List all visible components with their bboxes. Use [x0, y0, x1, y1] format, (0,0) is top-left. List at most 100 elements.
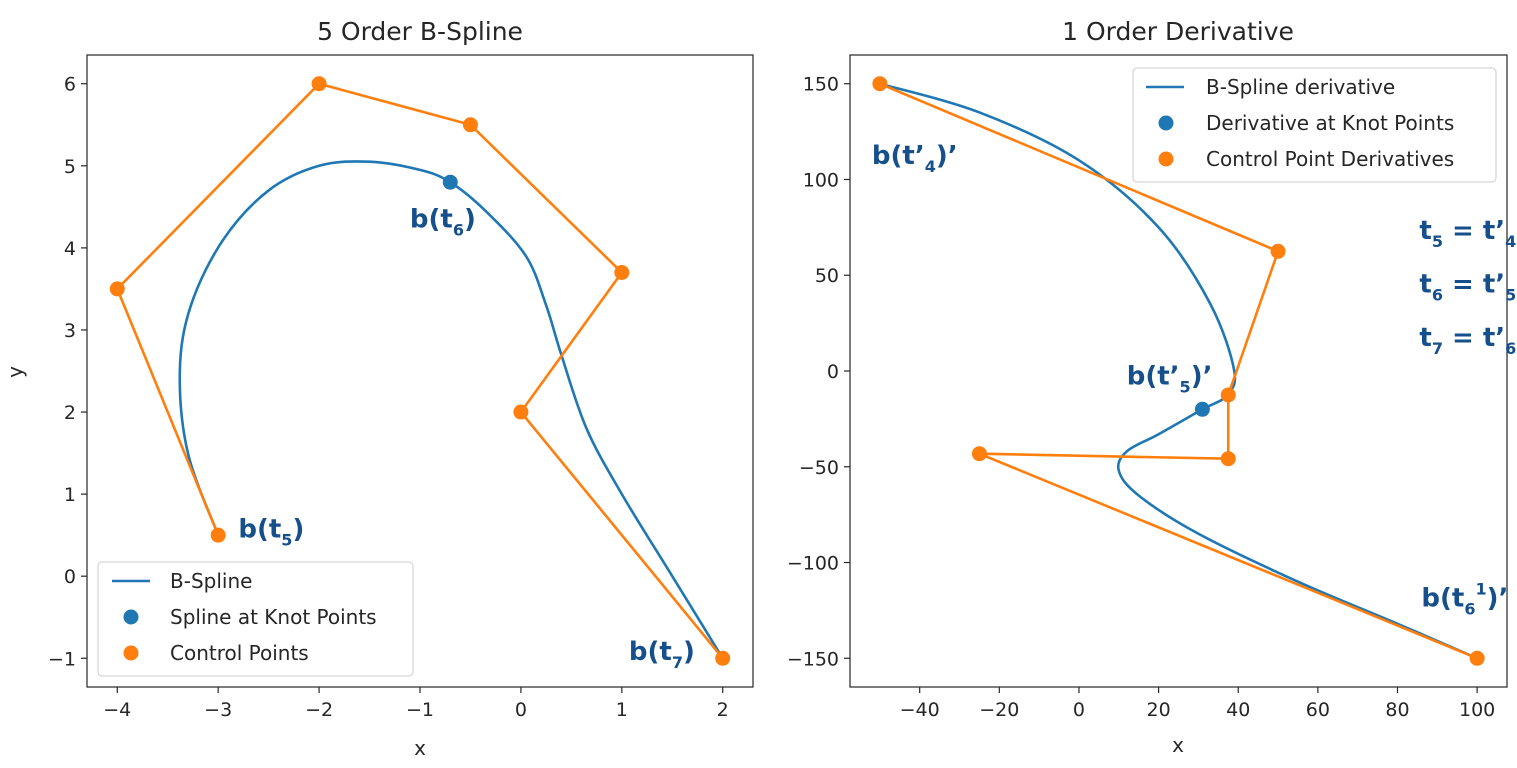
- annotation-base: b(t: [1421, 584, 1464, 614]
- legend-label: B-Spline derivative: [1206, 75, 1395, 99]
- equality-middle: = t’: [1443, 216, 1505, 246]
- equality-right-subscript: 5: [1505, 285, 1516, 304]
- x-tick-label: −4: [103, 699, 131, 721]
- legend-label: B-Spline: [170, 569, 252, 593]
- x-tick-label: −2: [305, 699, 333, 721]
- y-tick-label: 150: [803, 74, 839, 96]
- x-tick-label: 0: [1073, 699, 1085, 721]
- legend-label: Spline at Knot Points: [170, 605, 377, 629]
- x-tick-label: 0: [515, 699, 527, 721]
- x-tick-label: 40: [1226, 699, 1250, 721]
- legend-box: [97, 561, 414, 677]
- equality-left-subscript: 7: [1432, 339, 1443, 358]
- equality-left: t: [1419, 269, 1431, 299]
- legend-swatch-dot: [123, 645, 139, 661]
- annotation-subscript: 7: [672, 653, 683, 672]
- legend-swatch-dot: [1158, 151, 1174, 167]
- y-tick-label: 2: [64, 402, 76, 424]
- control-point-marker: [513, 404, 529, 420]
- control-polygon-line: [879, 82, 1478, 660]
- annotation-tail: )’: [1487, 584, 1509, 614]
- point-annotation: b(t’4)’: [872, 141, 958, 176]
- control-point-marker: [971, 446, 987, 462]
- derivative-chart: 1 Order Derivative −40 −20 0 20 40 60 80 100−15…: [787, 17, 1517, 757]
- knot-equality-note: t6 = t’5: [1419, 269, 1516, 304]
- control-point-marker: [1270, 243, 1286, 259]
- knot-equality-note: t7 = t’6: [1419, 323, 1516, 358]
- legend: B-Spline derivative Derivative at Knot P…: [1132, 67, 1497, 183]
- x-axis-label: x: [414, 736, 426, 760]
- annotation-tail: ): [464, 204, 476, 234]
- annotation-base: b(t’: [1127, 361, 1180, 391]
- bspline-curve-line: [879, 82, 1478, 660]
- point-annotation: b(t61)’: [1421, 580, 1508, 619]
- point-annotation: b(t7): [629, 637, 695, 672]
- y-tick-label: 0: [827, 361, 839, 383]
- annotation-subscript: 4: [925, 157, 936, 176]
- legend-swatch-dot: [1158, 115, 1174, 131]
- annotation-tail: )’: [1191, 361, 1213, 391]
- y-tick-label: 4: [64, 238, 76, 260]
- annotation-base: b(t: [629, 637, 672, 667]
- annotation-superscript: 1: [1475, 580, 1486, 599]
- control-point-marker: [109, 281, 125, 297]
- equality-left: t: [1419, 323, 1431, 353]
- y-tick-label: 50: [815, 265, 839, 287]
- control-point-marker: [1220, 387, 1236, 403]
- equality-right-subscript: 4: [1505, 232, 1516, 251]
- y-tick-label: −1: [48, 648, 76, 670]
- control-point-marker: [715, 650, 731, 666]
- knot-equality-note: t5 = t’4: [1419, 216, 1516, 251]
- legend-label: Control Point Derivatives: [1206, 147, 1454, 171]
- y-tick-label: 3: [64, 320, 76, 342]
- control-point-marker: [311, 76, 327, 92]
- point-annotation: b(t5): [238, 515, 304, 550]
- annotation-base: b(t: [410, 204, 453, 234]
- x-tick-label: −20: [979, 699, 1019, 721]
- equality-left-subscript: 5: [1432, 232, 1443, 251]
- x-tick-label: 60: [1306, 699, 1330, 721]
- y-tick-label: 1: [64, 484, 76, 506]
- annotation-base: b(t: [238, 515, 281, 545]
- y-tick-label: −150: [787, 648, 839, 670]
- y-tick-label: −50: [799, 457, 839, 479]
- x-axis-label: x: [1172, 733, 1184, 757]
- legend-label: Control Points: [170, 641, 309, 665]
- x-tick-label: −40: [900, 699, 940, 721]
- bspline-curve-line: [178, 160, 724, 659]
- annotation-tail: ): [292, 515, 304, 545]
- y-tick-label: 100: [803, 169, 839, 191]
- x-tick-label: 80: [1385, 699, 1409, 721]
- annotation-tail: )’: [936, 141, 958, 171]
- chart-title: 5 Order B-Spline: [317, 17, 523, 46]
- control-point-marker: [462, 117, 478, 133]
- y-tick-label: 0: [64, 566, 76, 588]
- x-tick-label: 100: [1459, 699, 1495, 721]
- legend-label: Derivative at Knot Points: [1206, 111, 1454, 135]
- control-point-marker: [210, 527, 226, 543]
- x-tick-label: 2: [717, 699, 729, 721]
- annotation-tail: ): [683, 637, 695, 667]
- annotation-base: b(t’: [872, 141, 925, 171]
- x-tick-label: −3: [204, 699, 232, 721]
- annotation-subscript: 5: [281, 531, 292, 550]
- equality-middle: = t’: [1443, 323, 1505, 353]
- annotation-subscript: 5: [1180, 377, 1191, 396]
- bspline-chart: 5 Order B-Spline −4 −3 −2 −1 0 1 2 −1 0 1 2 3 4 5 6 b(…: [3, 17, 754, 760]
- y-tick-label: −100: [787, 553, 839, 575]
- equality-middle: = t’: [1443, 269, 1505, 299]
- control-point-marker: [1220, 451, 1236, 467]
- control-point-marker: [872, 76, 888, 92]
- point-annotation: b(t6): [410, 204, 476, 239]
- x-tick-label: −1: [406, 699, 434, 721]
- legend-box: [1132, 67, 1497, 183]
- annotation-subscript: 6: [453, 220, 464, 239]
- y-tick-label: 6: [64, 74, 76, 96]
- legend-swatch-dot: [123, 609, 139, 625]
- chart-title: 1 Order Derivative: [1062, 17, 1294, 46]
- y-axis-label: y: [3, 366, 27, 378]
- x-tick-label: 20: [1146, 699, 1170, 721]
- knot-point-marker: [1194, 401, 1210, 417]
- legend: B-Spline Spline at Knot Points Control P…: [97, 561, 414, 677]
